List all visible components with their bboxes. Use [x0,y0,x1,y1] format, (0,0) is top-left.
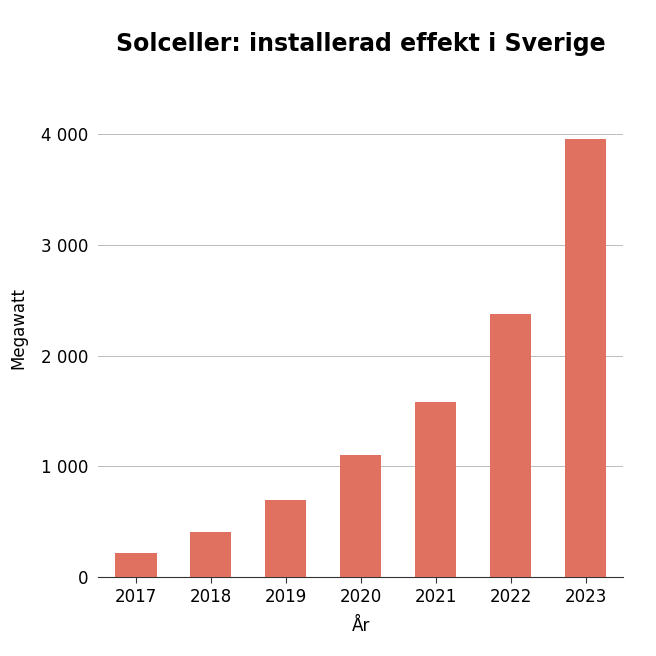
Bar [490,314,531,577]
Bar [340,455,381,577]
X-axis label: År: År [352,617,370,635]
Title: Solceller: installerad effekt i Sverige: Solceller: installerad effekt i Sverige [116,32,605,56]
Bar [565,138,606,577]
Y-axis label: Megawatt: Megawatt [9,287,28,369]
Bar [190,532,232,577]
Bar [265,500,306,577]
Bar [115,553,157,577]
Bar [415,402,457,577]
